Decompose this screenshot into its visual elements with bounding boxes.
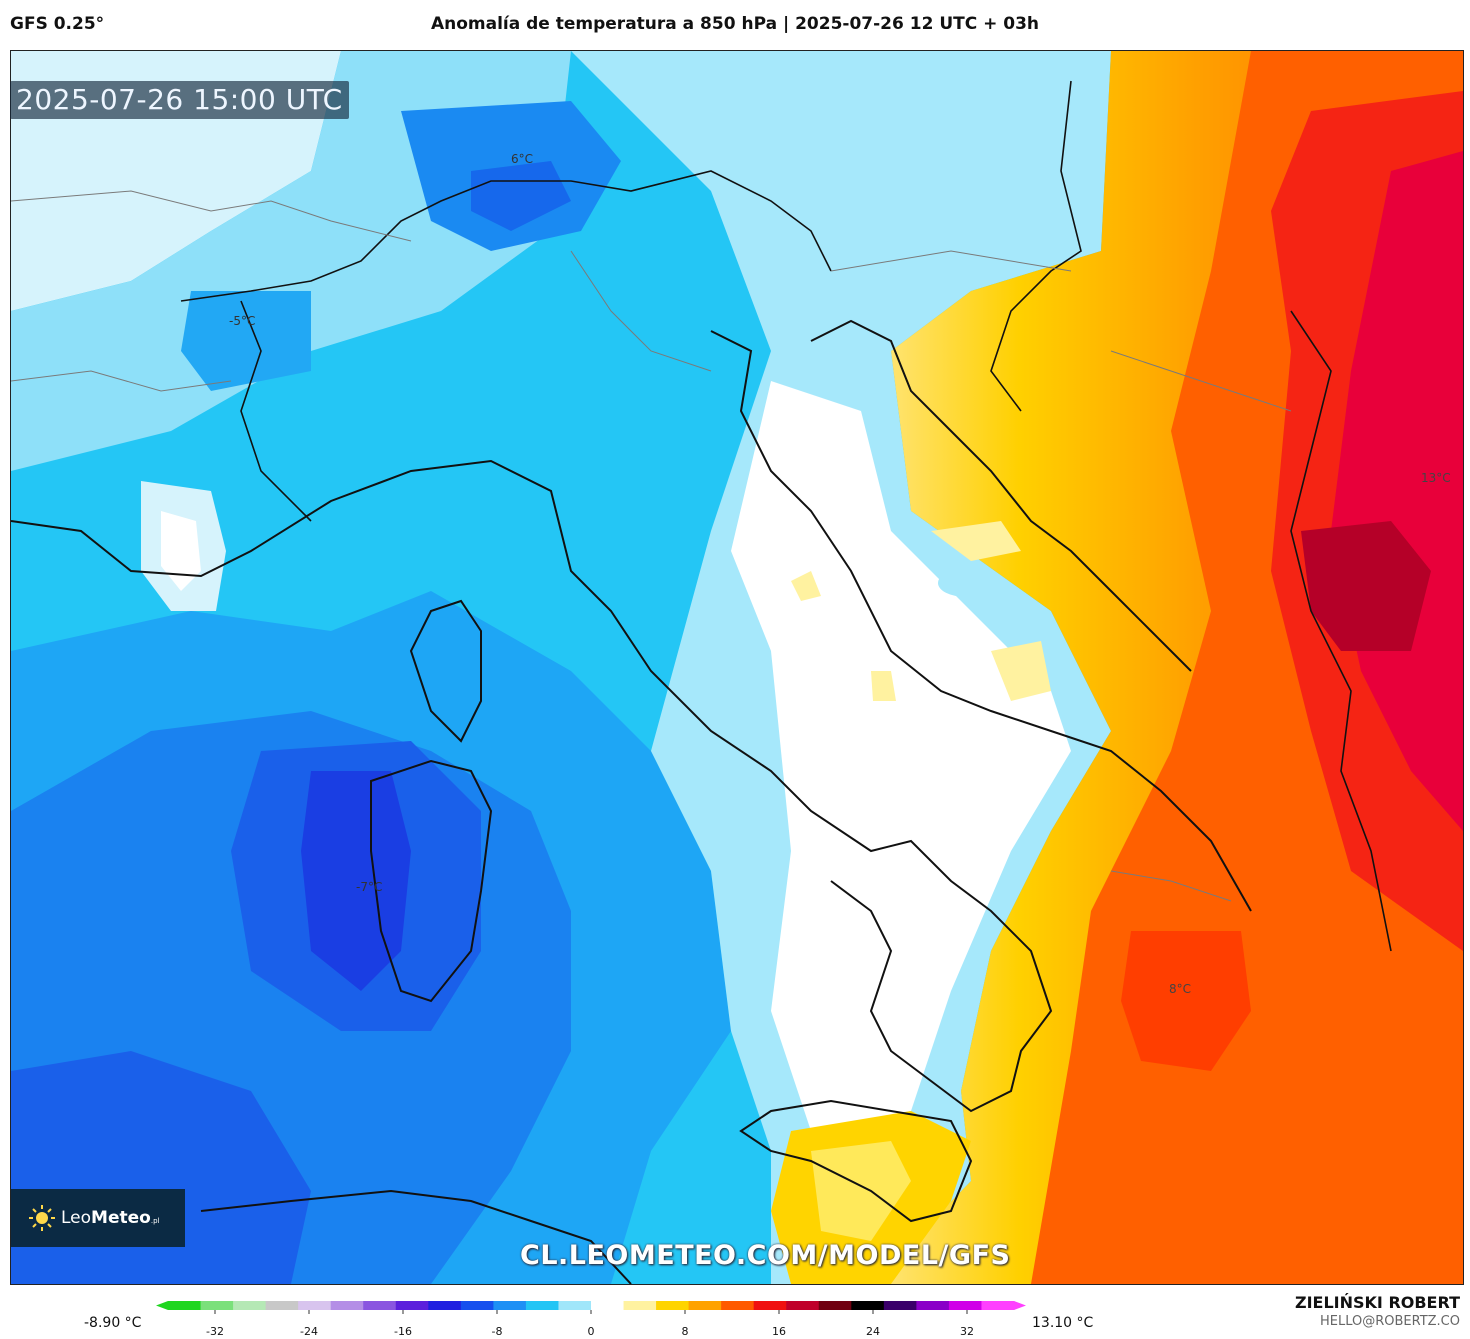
- france-italy-border: [240, 300, 312, 522]
- coastlines: [11, 319, 1252, 1284]
- model-name: GFS 0.25°: [10, 14, 105, 34]
- colorbar-swatch: [363, 1301, 397, 1310]
- colorbar-swatch: [916, 1301, 950, 1310]
- adriatic-patch-3: [791, 571, 821, 601]
- colorbar-swatch: [883, 1301, 917, 1310]
- region-border-5: [1110, 350, 1292, 412]
- map-canvas: 6°C -5°C -7°C 13°C 8°C: [11, 51, 1463, 1284]
- label-ionian: 8°C: [1169, 982, 1191, 996]
- colorbar-swatch: [623, 1301, 657, 1310]
- ionian-core: [1121, 931, 1251, 1071]
- colorbar-tick-label: 0: [587, 1325, 595, 1338]
- region-border-1: [11, 190, 412, 242]
- colorbar-swatch: [395, 1301, 429, 1310]
- france-blue-area: [181, 291, 311, 391]
- colorbar-swatch: [265, 1301, 299, 1310]
- adriatic-cool-eddy: [938, 569, 994, 597]
- eastern-border: [990, 80, 1082, 412]
- adriatic-patch-2: [991, 641, 1051, 701]
- colorbar-tick-label: -8: [491, 1325, 503, 1338]
- balkan-border: [1290, 310, 1392, 952]
- map-title: Anomalía de temperatura a 850 hPa | 2025…: [430, 14, 1040, 34]
- alpine-border: [180, 170, 832, 302]
- colorbar-tick-label: -24: [300, 1325, 318, 1338]
- watermark-url: CL.LEOMETEO.COM/MODEL/GFS: [520, 1240, 1011, 1271]
- sicily-light-area: [811, 1141, 911, 1241]
- colorbar-scale: [156, 1301, 1026, 1314]
- region-border-2: [11, 370, 232, 392]
- colorbar-swatch: [786, 1301, 820, 1310]
- crimson-sector: [1331, 151, 1463, 831]
- white-zero-band: [731, 381, 1071, 1131]
- colorbar-swatch: [721, 1301, 755, 1310]
- adriatic-east-coast: [810, 319, 1192, 672]
- colorbar-swatch: [591, 1301, 625, 1310]
- colorbar-swatch: [753, 1301, 787, 1310]
- label-alps-north: 6°C: [511, 152, 533, 166]
- colorbar-swatch: [428, 1301, 462, 1310]
- corsica-coast: [409, 599, 482, 743]
- colorbar-tick-label: 8: [681, 1325, 689, 1338]
- colorbar-swatch: [200, 1301, 234, 1310]
- colorbar-swatch: [981, 1301, 1015, 1310]
- colorbar-max-label: 13.10 °C: [1032, 1315, 1094, 1331]
- logo-text: LeoMeteo.pl: [61, 1208, 160, 1228]
- italy-west-coast: [11, 459, 1053, 1113]
- author-name: ZIELIŃSKI ROBERT: [1294, 1293, 1460, 1312]
- colorbar-swatch: [525, 1301, 559, 1310]
- adriatic-patch-1: [931, 521, 1021, 561]
- colorbar-tick-label: -16: [394, 1325, 412, 1338]
- colorbar: -8.90 °C -32 -24 -16 -8 0 8 16 24 32 13.10 °C ZI…: [0, 1288, 1470, 1339]
- author-email: HELLO@ROBERTZ.CO: [1319, 1314, 1460, 1329]
- colorbar-swatch: [851, 1301, 885, 1310]
- alps-dark-blue-area: [471, 161, 571, 231]
- regional-borders: [11, 190, 1292, 902]
- sardinia-coast: [370, 759, 493, 1003]
- colorbar-swatch: [688, 1301, 722, 1310]
- colorbar-swatch: [298, 1301, 332, 1310]
- colorbar-swatch: [493, 1301, 527, 1310]
- colorbar-max-arrow: [1014, 1301, 1026, 1310]
- colorbar-tick-label: -32: [206, 1325, 224, 1338]
- colorbar-tick-label: 24: [866, 1325, 880, 1338]
- colorbar-swatch: [558, 1301, 592, 1310]
- italy-east-coast: [710, 330, 1252, 912]
- colorbar-swatch: [818, 1301, 852, 1310]
- valid-time-stamp: 2025-07-26 15:00 UTC: [10, 81, 349, 119]
- region-border-4: [830, 250, 1072, 272]
- africa-coast: [200, 1189, 632, 1284]
- france-white-patch: [161, 511, 201, 591]
- colorbar-swatch: [460, 1301, 494, 1310]
- colorbar-swatch: [168, 1301, 202, 1310]
- leometeo-logo: LeoMeteo.pl: [11, 1189, 185, 1247]
- colorbar-swatch: [330, 1301, 364, 1310]
- anomaly-map: 6°C -5°C -7°C 13°C 8°C: [10, 50, 1464, 1285]
- dark-red-core: [1301, 521, 1431, 651]
- sun-icon: [29, 1205, 55, 1231]
- national-borders: [180, 80, 1392, 952]
- label-balkans: 13°C: [1421, 471, 1451, 485]
- colorbar-tick-label: 16: [772, 1325, 786, 1338]
- region-border-3: [570, 250, 712, 372]
- colorbar-tick-label: 32: [960, 1325, 974, 1338]
- colorbar-swatch: [948, 1301, 982, 1310]
- colorbar-min-label: -8.90 °C: [84, 1315, 142, 1331]
- label-sardinia: -7°C: [356, 880, 382, 894]
- colorbar-min-arrow: [156, 1301, 168, 1310]
- sicily-coast: [739, 1099, 973, 1223]
- region-border-6: [1110, 870, 1232, 902]
- label-france: -5°C: [229, 314, 255, 328]
- colorbar-swatch: [656, 1301, 690, 1310]
- colorbar-swatch: [233, 1301, 267, 1310]
- adriatic-patch-4: [871, 671, 896, 701]
